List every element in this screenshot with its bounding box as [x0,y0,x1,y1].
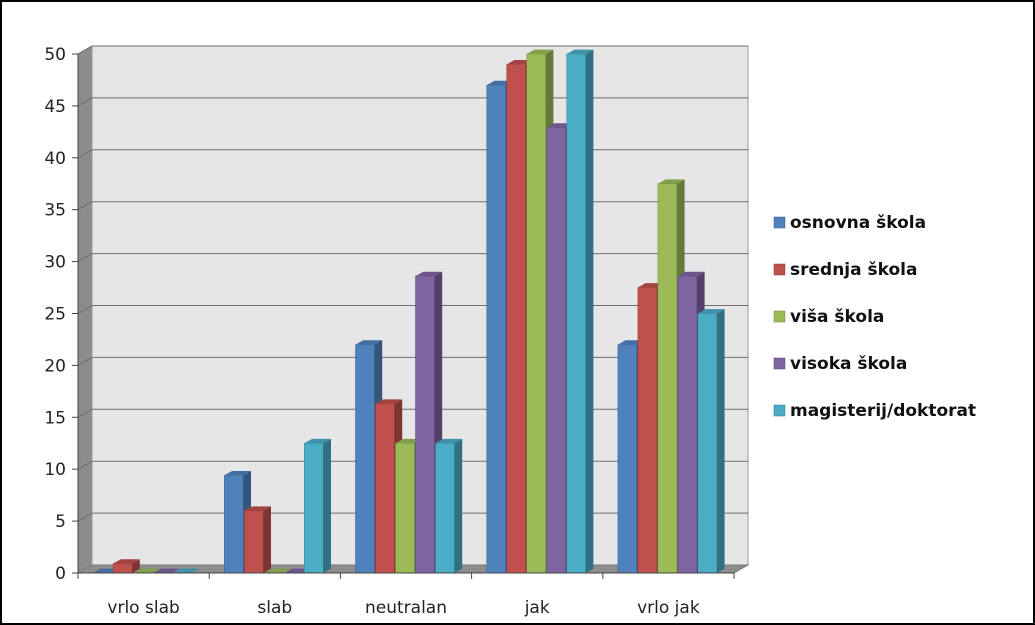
legend-swatch [773,357,786,370]
bar-front [506,64,526,574]
x-axis-labels: vrlo slab slab neutralan jak vrlo jak [77,572,735,618]
legend-item: magisterij/doktorat [773,401,976,421]
bar-top [657,179,685,184]
gridline-side [77,408,93,418]
bar-front [304,443,324,574]
bar-side [323,438,331,573]
bar-side [132,559,140,573]
bar-front [617,344,638,574]
y-tick-label: 30 [44,253,66,273]
bar-top [677,271,705,277]
legend-label: visoka škola [790,354,907,374]
y-tick-label: 50 [44,45,66,65]
y-tick-label: 5 [55,512,66,532]
bar-top [113,559,140,564]
gridline-side [77,45,93,55]
bar-top [566,49,594,54]
gridline-side [77,201,93,211]
x-category-label: jak [524,598,550,618]
bar [173,568,200,573]
gridline-side [77,460,93,470]
bar [133,568,160,573]
bar [697,309,725,574]
legend-swatch [773,404,786,417]
bar [566,49,594,574]
legend: osnovna škola srednja škola viša škola viso… [773,213,976,421]
bar-front [224,475,244,574]
gridline-side [77,149,93,159]
legend-label: magisterij/doktorat [790,401,976,421]
bar-front [486,84,506,574]
gridline-side [77,305,93,314]
bar-side [263,506,271,573]
bar-side [585,49,594,574]
bar [304,438,331,574]
bar [264,568,291,573]
y-tick-label: 15 [44,408,66,428]
bar-front [526,53,546,574]
legend-label: srednja škola [790,260,917,280]
bar [153,568,180,573]
bar-front [395,443,415,574]
bar-front [637,287,658,574]
bar-top [304,438,331,444]
x-category-label: neutralan [365,598,447,618]
y-tick-label: 35 [44,201,66,221]
bar-top [375,399,403,404]
bar-top [244,506,271,511]
legend-item: srednja škola [773,260,917,280]
bar-top [355,340,383,345]
legend-item: osnovna škola [773,213,926,233]
legend-swatch [773,310,786,323]
gridline-side [77,253,93,263]
x-category-label: vrlo slab [107,598,179,618]
x-category-label: slab [257,598,292,618]
bar-front [415,275,435,574]
bar-top [264,568,291,573]
y-tick-label: 25 [44,305,66,325]
bar-front [435,443,455,574]
y-tick-label: 0 [55,564,66,584]
bar-top [526,49,554,54]
bar-front [697,313,718,574]
y-tick-label: 45 [44,97,66,117]
bar-front [566,53,586,574]
bar-front [375,403,395,574]
bar-top [415,271,443,277]
bar [112,559,140,574]
legend-item: viša škola [773,307,884,327]
bar-front [355,344,375,574]
bar-top [224,471,251,476]
bars [93,49,725,574]
bar-side [716,309,725,573]
bar-top [697,309,725,314]
bar-top [153,568,180,573]
legend-label: viša škola [790,307,884,327]
y-tick-label: 20 [44,356,66,376]
bar [244,506,271,574]
bar-front [546,127,566,574]
legend-label: osnovna škola [790,213,926,233]
bar [435,438,463,574]
bar-front [657,183,678,574]
gridline-side [77,512,93,522]
legend-swatch [773,216,786,229]
gridline-side [77,97,93,107]
bar-front [677,275,698,574]
x-category-label: vrlo jak [637,598,700,618]
legend-swatch [773,263,786,276]
y-tick-label: 40 [44,149,66,169]
y-axis-ticks: 0 5 10 15 20 25 30 35 40 45 50 [44,45,79,584]
bar-top [435,438,463,444]
bar-top [173,568,200,573]
bar-front [244,510,264,574]
bar-front [112,563,133,574]
gridline-side [77,356,93,366]
bar-top [133,568,160,573]
bar-side [454,438,463,573]
y-tick-label: 10 [44,460,66,480]
legend-item: visoka škola [773,354,907,374]
